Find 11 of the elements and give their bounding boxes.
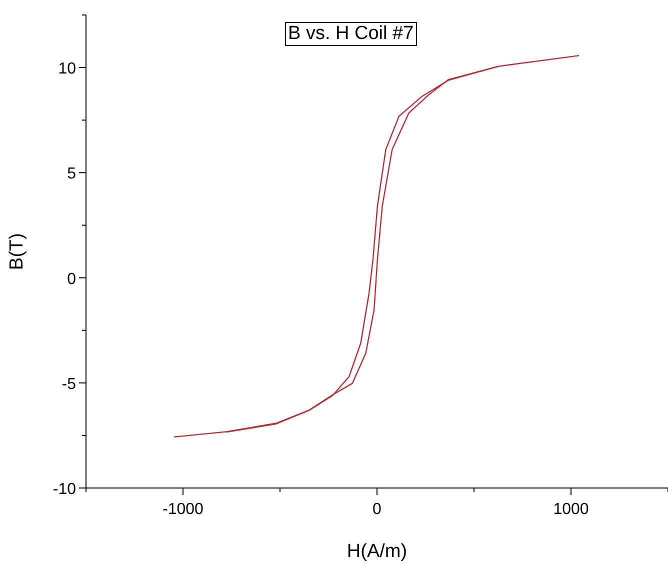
y-tick-label: 5 <box>67 166 76 183</box>
x-axis-title: H(A/m) <box>346 541 408 562</box>
x-tick-label: 1000 <box>553 501 589 518</box>
x-tick-label: 0 <box>372 501 382 518</box>
y-tick-label: 0 <box>67 270 76 288</box>
chart-title: B vs. H Coil #7 <box>285 22 417 46</box>
y-tick-label: -10 <box>52 481 76 498</box>
y-tick-label: -5 <box>62 376 76 393</box>
y-tick-label: 10 <box>58 60 76 78</box>
y-axis-title: B(T) <box>6 233 28 270</box>
x-tick-label: -1000 <box>162 501 204 518</box>
